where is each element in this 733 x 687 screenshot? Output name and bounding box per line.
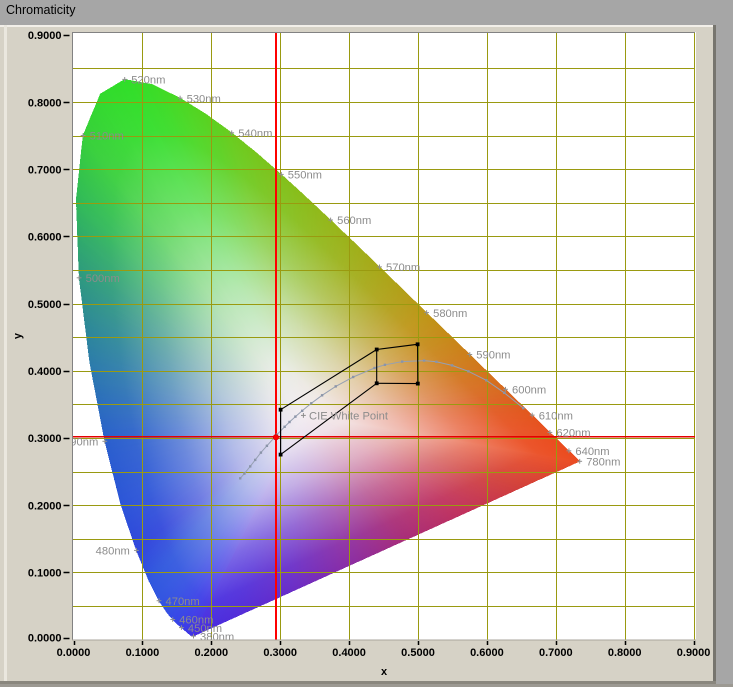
- svg-text:0.3000: 0.3000: [263, 647, 297, 659]
- svg-text:0.8000: 0.8000: [608, 647, 642, 659]
- svg-text:0.1000: 0.1000: [126, 647, 160, 659]
- svg-text:0.2000: 0.2000: [194, 647, 228, 659]
- svg-text:780nm: 780nm: [586, 457, 620, 469]
- svg-text:540nm: 540nm: [238, 128, 272, 140]
- svg-text:0.7000: 0.7000: [28, 164, 62, 176]
- svg-text:450nm: 450nm: [188, 623, 222, 635]
- svg-text:y: y: [12, 332, 24, 339]
- svg-text:550nm: 550nm: [288, 170, 322, 182]
- svg-text:0.8000: 0.8000: [28, 97, 62, 109]
- svg-text:530nm: 530nm: [187, 93, 221, 105]
- svg-text:590nm: 590nm: [476, 350, 510, 362]
- svg-text:0.2000: 0.2000: [28, 500, 62, 512]
- svg-text:0.1000: 0.1000: [28, 568, 62, 580]
- svg-text:500nm: 500nm: [86, 273, 120, 285]
- svg-text:x: x: [381, 666, 388, 678]
- svg-text:620nm: 620nm: [556, 428, 590, 440]
- svg-text:0.5000: 0.5000: [401, 647, 435, 659]
- svg-text:0.6000: 0.6000: [470, 647, 504, 659]
- svg-text:460nm: 460nm: [179, 615, 213, 627]
- svg-text:CIE White Point: CIE White Point: [309, 411, 389, 423]
- svg-text:0.0000: 0.0000: [28, 633, 62, 645]
- svg-text:0.0000: 0.0000: [57, 647, 91, 659]
- svg-text:480nm: 480nm: [96, 546, 130, 558]
- svg-text:490nm: 490nm: [64, 437, 98, 449]
- svg-text:510nm: 510nm: [90, 131, 124, 143]
- svg-text:0.6000: 0.6000: [28, 232, 62, 244]
- svg-text:470nm: 470nm: [166, 596, 200, 608]
- svg-text:580nm: 580nm: [433, 308, 467, 320]
- svg-text:570nm: 570nm: [386, 262, 420, 274]
- svg-text:380nm: 380nm: [200, 631, 234, 643]
- svg-text:560nm: 560nm: [337, 215, 371, 227]
- svg-text:0.4000: 0.4000: [332, 647, 366, 659]
- svg-text:610nm: 610nm: [539, 410, 573, 422]
- svg-text:600nm: 600nm: [512, 385, 546, 397]
- svg-text:0.3000: 0.3000: [28, 433, 62, 445]
- svg-text:0.9000: 0.9000: [677, 647, 711, 659]
- svg-text:520nm: 520nm: [131, 75, 165, 87]
- svg-text:0.9000: 0.9000: [28, 30, 62, 42]
- svg-text:0.4000: 0.4000: [28, 366, 62, 378]
- svg-text:640nm: 640nm: [575, 446, 609, 458]
- svg-text:0.7000: 0.7000: [539, 647, 573, 659]
- svg-text:0.5000: 0.5000: [28, 299, 62, 311]
